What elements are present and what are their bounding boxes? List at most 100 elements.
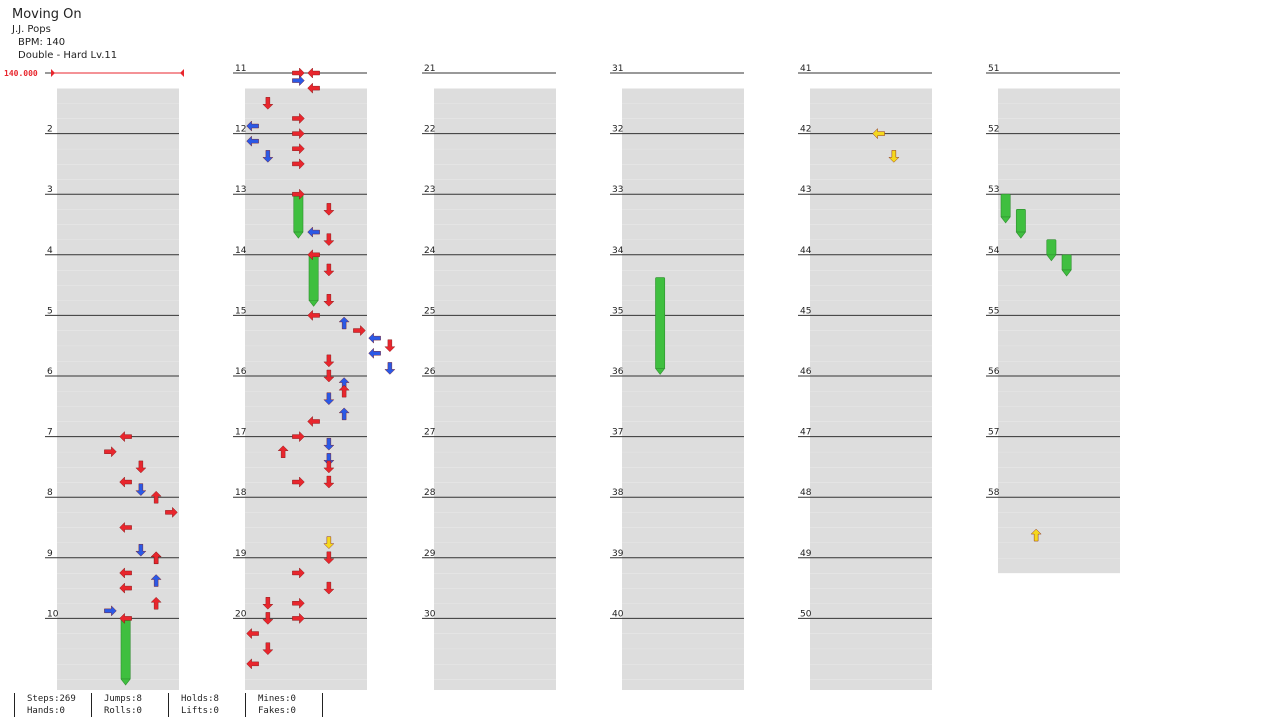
beat-band	[434, 527, 556, 543]
song-title: Moving On	[12, 7, 82, 22]
beat-band	[998, 361, 1120, 377]
measure-number: 6	[47, 367, 53, 377]
step-arrow	[292, 143, 305, 155]
beat-band	[810, 467, 932, 483]
beat-band	[622, 421, 744, 437]
beat-band	[998, 118, 1120, 134]
beat-band	[810, 679, 932, 690]
step-arrow	[292, 597, 305, 609]
beat-band	[810, 300, 932, 316]
beat-band	[245, 164, 367, 180]
step-arrow	[338, 407, 350, 421]
step-arrow	[292, 567, 305, 579]
beat-band	[57, 391, 179, 407]
beat-band	[998, 133, 1120, 149]
beat-band	[57, 467, 179, 483]
measure-number: 7	[47, 428, 53, 438]
beat-band	[434, 512, 556, 528]
beat-band	[622, 209, 744, 225]
beat-band	[434, 315, 556, 331]
measure-number: 38	[612, 488, 624, 498]
beat-band	[434, 649, 556, 665]
step-arrow	[323, 475, 335, 489]
step-arrow	[150, 551, 162, 564]
step-arrow	[368, 332, 381, 344]
step-arrow	[323, 581, 335, 595]
beat-band	[434, 133, 556, 149]
hold-tail	[1000, 216, 1011, 224]
beat-band	[622, 649, 744, 665]
step-arrow	[323, 460, 335, 474]
beat-band	[810, 240, 932, 255]
step-arrow	[307, 249, 320, 261]
measure-number: 10	[47, 609, 59, 619]
measure-number: 36	[612, 367, 624, 377]
measure-number: 29	[424, 549, 436, 559]
beat-band	[434, 618, 556, 634]
measure-number: 26	[424, 367, 436, 377]
beat-band	[810, 88, 932, 104]
beat-band	[434, 588, 556, 604]
beat-band	[622, 194, 744, 210]
step-arrow-sixteenth	[323, 536, 335, 549]
beat-band	[622, 512, 744, 528]
beat-band	[57, 88, 179, 104]
measure-number: 33	[612, 185, 623, 195]
beat-band	[622, 527, 744, 543]
beat-band	[245, 482, 367, 498]
measure-number: 19	[235, 549, 247, 559]
beat-band	[57, 633, 179, 649]
measure-number: 2	[47, 125, 53, 135]
song-artist: J.J. Pops	[12, 24, 51, 35]
beat-band	[245, 179, 367, 195]
beat-band	[434, 633, 556, 649]
beat-band	[245, 270, 367, 286]
beat-band	[434, 543, 556, 558]
beat-band	[245, 633, 367, 649]
measure-number: 21	[424, 64, 435, 74]
beat-band	[434, 467, 556, 483]
step-arrow	[323, 369, 335, 383]
beat-band	[622, 573, 744, 589]
measure-number: 11	[235, 64, 246, 74]
beat-band	[245, 452, 367, 468]
measure-number: 3	[47, 185, 53, 195]
beat-band	[810, 558, 932, 574]
step-arrow	[262, 150, 274, 163]
measure-number: 58	[988, 488, 1000, 498]
beat-band	[245, 194, 367, 210]
step-arrow	[292, 128, 305, 140]
beat-band	[998, 452, 1120, 468]
beat-band	[810, 406, 932, 422]
stat-rolls: Rolls:0	[104, 706, 142, 716]
step-arrow	[292, 112, 305, 124]
measure-number: 43	[800, 185, 811, 195]
beat-band	[57, 118, 179, 134]
beat-band	[245, 346, 367, 362]
step-arrow	[292, 476, 305, 488]
step-arrow	[323, 354, 335, 368]
beat-band	[245, 558, 367, 574]
measure-number: 12	[235, 125, 246, 135]
step-arrow	[323, 392, 335, 406]
beat-band	[810, 179, 932, 195]
beat-band	[998, 164, 1120, 180]
beat-band	[434, 679, 556, 690]
beat-band	[434, 149, 556, 165]
beat-band	[998, 467, 1120, 483]
beat-band	[622, 315, 744, 331]
beat-band	[57, 543, 179, 558]
beat-band	[57, 255, 179, 271]
beat-band	[57, 315, 179, 331]
step-arrow	[246, 120, 259, 132]
step-arrow-sixteenth	[872, 128, 885, 140]
beat-band	[57, 330, 179, 346]
measure-number: 41	[800, 64, 811, 74]
stat-fakes: Fakes:0	[258, 706, 296, 716]
beat-band	[57, 664, 179, 680]
beat-band	[57, 164, 179, 180]
beat-band	[57, 558, 179, 574]
beat-band	[434, 406, 556, 422]
beat-band	[434, 240, 556, 255]
beat-band	[810, 482, 932, 498]
